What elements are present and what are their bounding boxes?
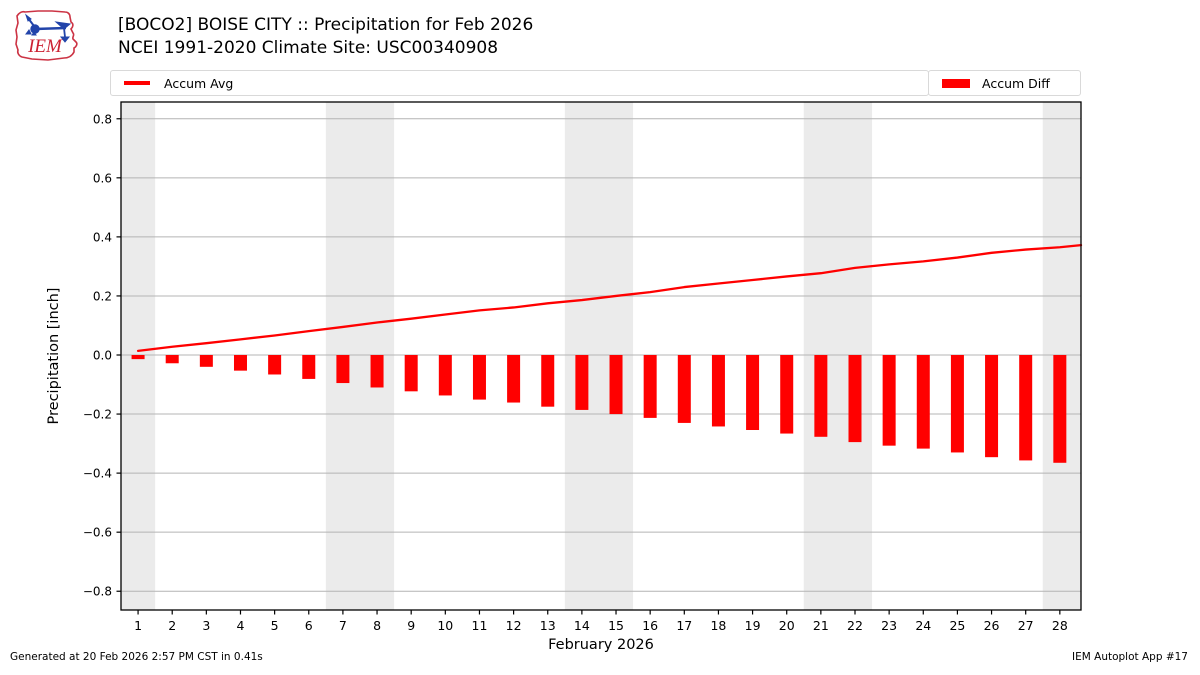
accum-diff-bar [985, 355, 999, 458]
accum-diff-bar [370, 355, 384, 388]
accum-diff-bar [916, 355, 930, 449]
x-axis-title: February 2026 [548, 637, 654, 653]
accum-diff-bar [472, 355, 486, 400]
x-tick-label: 19 [745, 618, 761, 633]
accum-diff-bar [302, 355, 316, 379]
accum-diff-bar [677, 355, 691, 423]
legend: Accum Avg Accum Diff [110, 70, 1081, 96]
x-tick-label: 22 [847, 618, 863, 633]
x-tick-label: 20 [779, 618, 795, 633]
accum-avg-label: Accum Avg [164, 75, 234, 91]
x-tick-label: 17 [676, 618, 692, 633]
chart-title-block: [BOCO2] BOISE CITY :: Precipitation for … [118, 14, 533, 60]
x-tick-label: 6 [305, 618, 313, 633]
accum-diff-bar [404, 355, 418, 392]
accum-diff-bar [507, 355, 521, 403]
plot-border [120, 101, 1082, 611]
accum-diff-bar [848, 355, 862, 443]
x-tick-label: 7 [339, 618, 347, 633]
x-tick-label: 27 [1018, 618, 1034, 633]
x-tick-label: 13 [540, 618, 556, 633]
x-tick-label: 23 [881, 618, 897, 633]
y-tick-label: −0.2 [83, 408, 112, 422]
accum-diff-bar [780, 355, 794, 434]
x-tick-label: 14 [574, 618, 590, 633]
accum-diff-bar [1019, 355, 1033, 461]
accum-diff-bar [575, 355, 589, 410]
accum-diff-bar [711, 355, 725, 427]
x-tick-label: 1 [134, 618, 142, 633]
accum-diff-bar [950, 355, 964, 453]
x-tick-label: 8 [373, 618, 381, 633]
legend-accum-avg: Accum Avg [110, 70, 929, 96]
accum-avg-line-swatch [124, 81, 150, 85]
accum-diff-bar [131, 355, 145, 360]
x-tick-label: 10 [437, 618, 453, 633]
y-tick-label: −0.4 [83, 467, 112, 481]
y-axis-title: Precipitation [inch] [46, 288, 62, 425]
logo-text: IEM [27, 36, 63, 57]
x-tick-label: 18 [710, 618, 726, 633]
x-tick-label: 4 [237, 618, 245, 633]
accum-diff-bar [541, 355, 555, 407]
x-tick-label: 21 [813, 618, 829, 633]
y-tick-label: −0.6 [83, 526, 112, 540]
accum-diff-bar [233, 355, 247, 371]
y-tick-label: −0.8 [83, 585, 112, 599]
accum-diff-bar [268, 355, 282, 375]
x-tick-label: 28 [1052, 618, 1068, 633]
x-tick-label: 24 [915, 618, 931, 633]
accum-diff-bar-swatch [942, 78, 970, 88]
y-tick-label: 0.4 [93, 230, 112, 244]
app-credit: IEM Autoplot App #17 [1072, 651, 1188, 663]
accum-diff-bar [438, 355, 452, 396]
iem-logo: IEM [15, 10, 78, 61]
x-tick-label: 26 [984, 618, 1000, 633]
page-title: [BOCO2] BOISE CITY :: Precipitation for … [118, 15, 534, 35]
x-tick-label: 15 [608, 618, 624, 633]
accum-diff-bar [609, 355, 623, 415]
page-subtitle: NCEI 1991-2020 Climate Site: USC00340908 [118, 38, 499, 58]
x-tick-label: 12 [506, 618, 522, 633]
accum-diff-bar [882, 355, 896, 446]
x-tick-label: 5 [271, 618, 279, 633]
x-tick-label: 11 [472, 618, 488, 633]
x-tick-label: 25 [949, 618, 965, 633]
accum-diff-bar [814, 355, 828, 437]
x-tick-label: 16 [642, 618, 658, 633]
generated-timestamp: Generated at 20 Feb 2026 2:57 PM CST in … [10, 651, 263, 663]
accum-diff-label: Accum Diff [982, 75, 1050, 91]
accum-diff-bar [199, 355, 213, 367]
y-tick-label: 0.8 [93, 112, 112, 126]
accum-diff-bar [1053, 355, 1067, 463]
x-tick-label: 9 [407, 618, 415, 633]
weather-vane-icon [24, 13, 72, 43]
y-tick-label: 0.6 [93, 171, 112, 185]
accum-diff-bar [746, 355, 760, 431]
accum-diff-bar [165, 355, 179, 364]
y-tick-label: 0.0 [93, 349, 112, 363]
x-tick-label: 2 [168, 618, 176, 633]
x-tick-label: 3 [202, 618, 210, 633]
y-tick-label: 0.2 [93, 289, 112, 303]
accum-diff-bar [336, 355, 350, 384]
legend-accum-diff: Accum Diff [928, 70, 1081, 96]
accum-diff-bar [643, 355, 657, 418]
accum-avg-line [136, 243, 1083, 353]
